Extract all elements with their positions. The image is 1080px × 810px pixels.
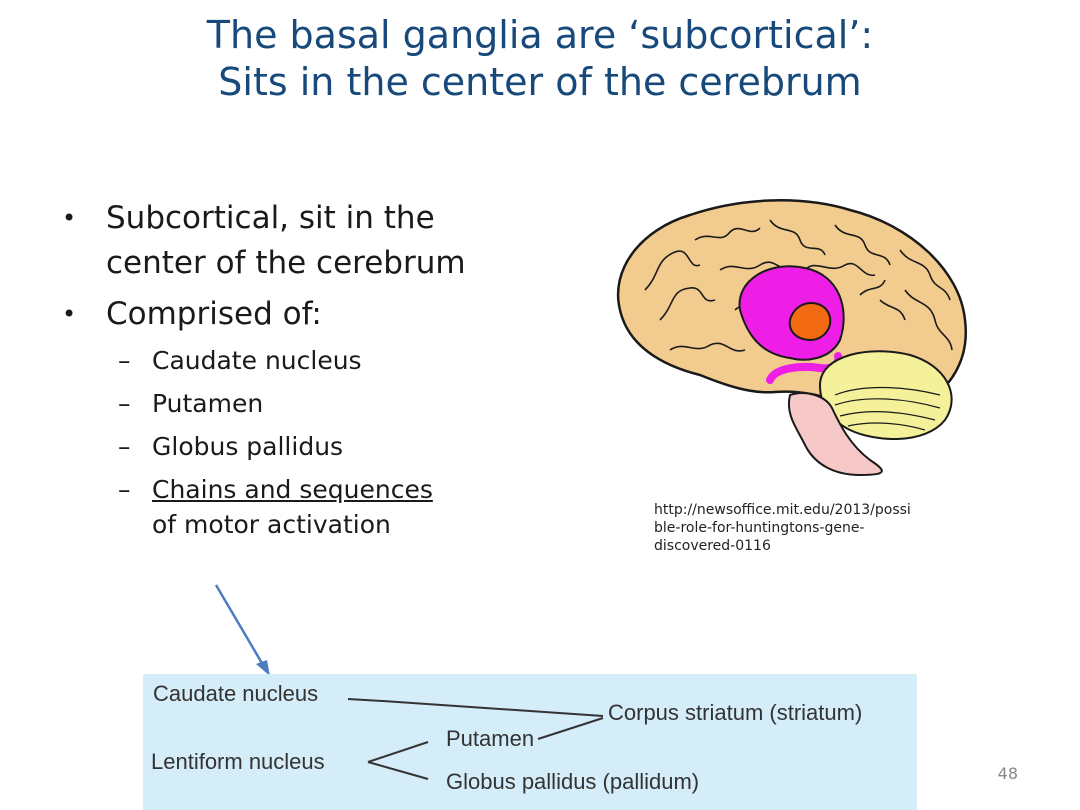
- cerebellum-folia: [834, 386, 941, 431]
- brainstem-shape: [787, 392, 883, 477]
- label-lentiform: Lentiform nucleus: [151, 749, 325, 774]
- label-putamen: Putamen: [446, 726, 534, 751]
- gyri-lines: [644, 219, 953, 352]
- sub-bullet-dash: –: [118, 432, 131, 461]
- bullet-subcortical-line-1: Subcortical, sit in the: [106, 200, 435, 236]
- sub-bullet-dash: –: [118, 475, 131, 504]
- bullet-subcortical: • Subcortical, sit in the center of the …: [62, 196, 562, 286]
- cerebellum-shape: [818, 350, 953, 440]
- sub-bullet-globus-text: Globus pallidus: [152, 432, 344, 461]
- credit-line-3: discovered-0116: [654, 538, 771, 554]
- label-globus: Globus pallidus (pallidum): [446, 769, 699, 794]
- sub-bullet-caudate-text: Caudate nucleus: [152, 346, 362, 375]
- sub-bullet-dash: –: [118, 346, 131, 375]
- sub-bullet-putamen-text: Putamen: [152, 389, 264, 418]
- title-line-2: Sits in the center of the cerebrum: [218, 60, 862, 104]
- bullet-dot: •: [62, 204, 77, 232]
- bullet-subcortical-line-2: center of the cerebrum: [106, 245, 466, 281]
- image-credit: http://newsoffice.mit.edu/2013/possi ble…: [654, 501, 964, 555]
- arrow-icon: [214, 584, 270, 676]
- diagram-background: [143, 674, 917, 810]
- sub-bullet-chains: – Chains and sequences of motor activati…: [62, 472, 562, 542]
- slide-title: The basal ganglia are ‘subcortical’: Sit…: [0, 12, 1080, 106]
- bullet-list: • Subcortical, sit in the center of the …: [62, 196, 562, 550]
- label-caudate: Caudate nucleus: [153, 681, 318, 706]
- basal-ganglia-diagram: Caudate nucleus Corpus striatum (striatu…: [143, 674, 917, 810]
- putamen-shape: [788, 302, 832, 342]
- diagram-lines: [347, 698, 604, 780]
- chains-rest-text: of motor activation: [152, 510, 391, 539]
- sub-bullet-putamen: – Putamen: [62, 386, 562, 421]
- sub-bullet-dash: –: [118, 389, 131, 418]
- bullet-comprised: • Comprised of:: [62, 292, 562, 337]
- sub-bullet-globus: – Globus pallidus: [62, 429, 562, 464]
- title-line-1: The basal ganglia are ‘subcortical’:: [206, 13, 874, 57]
- sub-bullet-caudate: – Caudate nucleus: [62, 343, 562, 378]
- page-number: 48: [997, 764, 1018, 783]
- bullet-comprised-text: Comprised of:: [106, 296, 322, 332]
- brain-illustration: [616, 199, 968, 477]
- chains-link[interactable]: Chains and sequences: [152, 475, 433, 504]
- label-corpus: Corpus striatum (striatum): [608, 700, 862, 725]
- credit-line-2: ble-role-for-huntingtons-gene-: [654, 520, 865, 536]
- credit-line-1: http://newsoffice.mit.edu/2013/possi: [654, 502, 911, 518]
- bullet-dot: •: [62, 300, 77, 328]
